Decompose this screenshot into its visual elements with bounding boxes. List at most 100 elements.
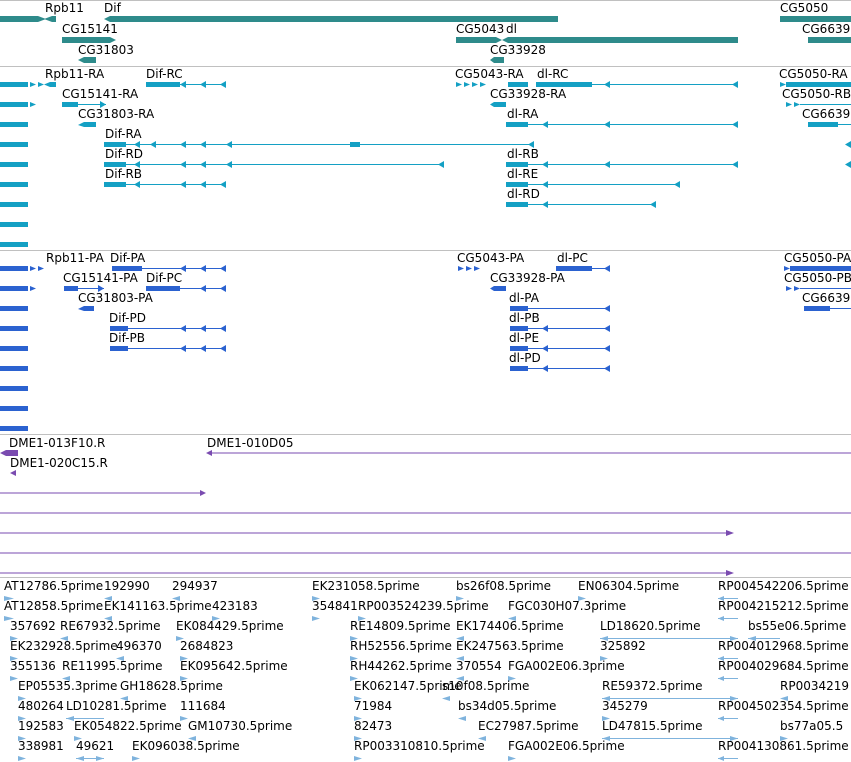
est-label[interactable]: RE11995.5prime: [62, 659, 163, 673]
est-label[interactable]: GM10730.5prime: [188, 719, 293, 733]
est-label[interactable]: RP004029684.5prime: [718, 659, 849, 673]
est-label[interactable]: bs55e06.5prime: [748, 619, 847, 633]
cds-label-dif-pd[interactable]: Dif-PD: [109, 311, 146, 325]
est-label[interactable]: RP004542206.5prime: [718, 579, 849, 593]
est-label[interactable]: bs26f08.5prime: [456, 579, 552, 593]
est-label[interactable]: 111684: [180, 699, 226, 713]
gene-label-cg15141[interactable]: CG15141: [62, 22, 118, 36]
est-label[interactable]: 294937: [172, 579, 218, 593]
est-track[interactable]: [4, 596, 788, 761]
rna-label-cg15141-ra[interactable]: CG15141-RA: [62, 87, 139, 101]
est-label[interactable]: EK231058.5prime: [312, 579, 420, 593]
gene-label-cg33928[interactable]: CG33928: [490, 43, 546, 57]
est-label[interactable]: 192990: [104, 579, 150, 593]
est-label[interactable]: bs34d05.5prime: [458, 699, 557, 713]
est-label[interactable]: 325892: [600, 639, 646, 653]
oligo-label-dme1-013f10[interactable]: DME1-013F10.R: [9, 436, 106, 450]
gene-label-cg6639[interactable]: CG6639: [802, 22, 851, 36]
est-label[interactable]: EK054822.5prime: [74, 719, 182, 733]
est-label[interactable]: LD10281.5prime: [66, 699, 167, 713]
rna-label-dl-rb[interactable]: dl-RB: [507, 147, 539, 161]
oligo-label-dme1-010d05[interactable]: DME1-010D05: [207, 436, 294, 450]
est-label[interactable]: LD18620.5prime: [600, 619, 701, 633]
est-label[interactable]: AT12858.5prime: [4, 599, 104, 613]
cds-label-dif-pc[interactable]: Dif-PC: [146, 271, 183, 285]
est-label[interactable]: 338981: [18, 739, 64, 753]
rna-label-dl-rc[interactable]: dl-RC: [537, 67, 569, 81]
est-label[interactable]: 345279: [602, 699, 648, 713]
rna-label-cg6639[interactable]: CG6639: [802, 107, 851, 121]
est-label[interactable]: FGA002E06.5prime: [508, 739, 625, 753]
rna-label-dl-rd[interactable]: dl-RD: [507, 187, 540, 201]
cds-label-dl-pb[interactable]: dl-PB: [509, 311, 540, 325]
cds-label-cg5043-pa[interactable]: CG5043-PA: [457, 251, 525, 265]
est-label[interactable]: EN06304.5prime: [578, 579, 680, 593]
est-label[interactable]: 480264: [18, 699, 64, 713]
oligo-label-dme1-020c15[interactable]: DME1-020C15.R: [10, 456, 108, 470]
oligo-track[interactable]: [0, 450, 851, 576]
cds-label-dl-pa[interactable]: dl-PA: [509, 291, 539, 305]
gene-label-rpb11[interactable]: Rpb11: [45, 1, 84, 15]
est-label[interactable]: 71984: [354, 699, 393, 713]
est-label[interactable]: EK062147.5prime: [354, 679, 462, 693]
est-label[interactable]: bs77a05.5: [780, 719, 844, 733]
cds-label-cg33928-pa[interactable]: CG33928-PA: [490, 271, 565, 285]
est-label[interactable]: 370554: [456, 659, 502, 673]
est-label[interactable]: EP05535.3prime: [18, 679, 118, 693]
cds-track[interactable]: [0, 265, 851, 431]
est-label[interactable]: EK084429.5prime: [176, 619, 284, 633]
est-label[interactable]: EK174406.5prime: [456, 619, 564, 633]
gene-label-dl[interactable]: dl: [506, 22, 517, 36]
est-label[interactable]: LD47815.5prime: [602, 719, 703, 733]
est-label[interactable]: 423183: [212, 599, 258, 613]
est-label[interactable]: s10f08.5prime: [442, 679, 530, 693]
est-label[interactable]: EK232928.5prime: [10, 639, 118, 653]
est-label[interactable]: GH18628.5prime: [120, 679, 223, 693]
rna-label-cg33928-ra[interactable]: CG33928-RA: [490, 87, 567, 101]
est-label[interactable]: EK141163.5prime: [104, 599, 212, 613]
est-label[interactable]: EK096038.5prime: [132, 739, 240, 753]
rna-label-rpb11-ra[interactable]: Rpb11-RA: [45, 67, 105, 81]
cds-label-rpb11-pa[interactable]: Rpb11-PA: [46, 251, 104, 265]
cds-label-cg5050-pa[interactable]: CG5050-PA: [784, 251, 851, 265]
est-label[interactable]: AT12786.5prime: [4, 579, 104, 593]
est-label[interactable]: RP004012968.5prime: [718, 639, 849, 653]
est-label[interactable]: RH52556.5prime: [350, 639, 452, 653]
cds-label-dl-pc[interactable]: dl-PC: [557, 251, 588, 265]
rna-label-dl-re[interactable]: dl-RE: [507, 167, 539, 181]
gene-label-cg31803[interactable]: CG31803: [78, 43, 134, 57]
est-label[interactable]: 2684823: [180, 639, 234, 653]
cds-label-dl-pe[interactable]: dl-PE: [509, 331, 540, 345]
est-label[interactable]: FGA002E06.3prime: [508, 659, 625, 673]
est-label[interactable]: EC27987.5prime: [478, 719, 579, 733]
est-label[interactable]: EK247563.5prime: [456, 639, 564, 653]
cds-label-cg15141-pa[interactable]: CG15141-PA: [63, 271, 138, 285]
cds-label-cg5050-pb[interactable]: CG5050-PB: [784, 271, 851, 285]
rna-label-dif-rb[interactable]: Dif-RB: [105, 167, 143, 181]
est-label[interactable]: RP0034219: [780, 679, 850, 693]
cds-label-dif-pb[interactable]: Dif-PB: [109, 331, 145, 345]
rna-label-dif-rc[interactable]: Dif-RC: [146, 67, 183, 81]
est-label[interactable]: 355136: [10, 659, 56, 673]
gene-label-dif[interactable]: Dif: [104, 1, 121, 15]
est-label[interactable]: RP003524239.5prime: [358, 599, 489, 613]
rna-label-dif-rd[interactable]: Dif-RD: [105, 147, 144, 161]
est-label[interactable]: 354841: [312, 599, 358, 613]
gene-label-cg5043[interactable]: CG5043: [456, 22, 505, 36]
rna-track[interactable]: [0, 81, 851, 247]
est-label[interactable]: EK095642.5prime: [180, 659, 288, 673]
rna-label-cg5050-ra[interactable]: CG5050-RA: [779, 67, 848, 81]
gene-track[interactable]: [0, 16, 851, 63]
est-label[interactable]: RE14809.5prime: [350, 619, 451, 633]
est-label[interactable]: RH44262.5prime: [350, 659, 452, 673]
rna-label-dif-ra[interactable]: Dif-RA: [105, 127, 142, 141]
est-label[interactable]: 192583: [18, 719, 64, 733]
est-label[interactable]: 357692: [10, 619, 56, 633]
cds-label-dl-pd[interactable]: dl-PD: [509, 351, 541, 365]
gene-label-cg5050[interactable]: CG5050: [780, 1, 829, 15]
est-label[interactable]: RP004215212.5prime: [718, 599, 849, 613]
est-label[interactable]: 496370: [116, 639, 162, 653]
est-label[interactable]: RP004130861.5prime: [718, 739, 849, 753]
cds-label-dif-pa[interactable]: Dif-PA: [110, 251, 146, 265]
